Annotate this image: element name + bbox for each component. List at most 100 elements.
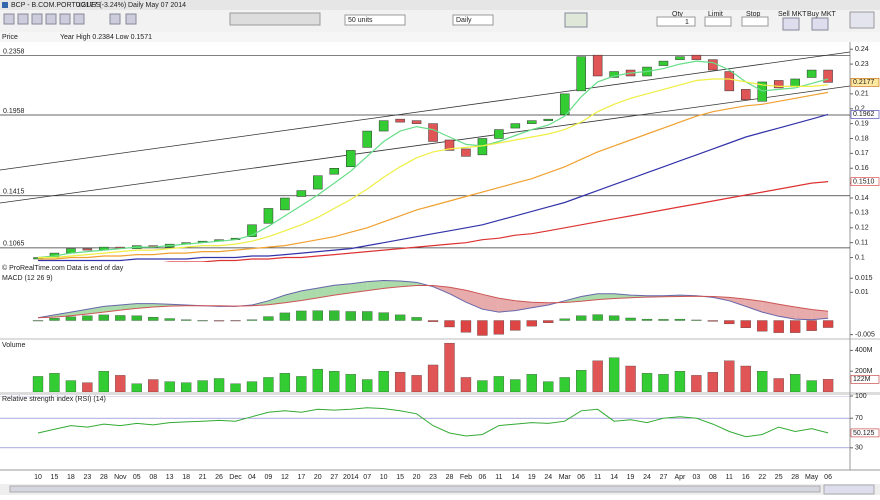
histogram-bar bbox=[543, 320, 554, 323]
volume-bar bbox=[131, 383, 142, 392]
period-select[interactable] bbox=[452, 14, 494, 26]
histogram-bar bbox=[131, 315, 142, 321]
candle bbox=[724, 71, 735, 92]
candle bbox=[395, 118, 405, 123]
value-tag-label: 0.1962 bbox=[853, 111, 875, 118]
y-tick-label: 0.19 bbox=[855, 120, 869, 127]
buy-label: Buy MKT bbox=[807, 11, 837, 18]
x-tick-label: 14 bbox=[511, 474, 519, 481]
candle bbox=[741, 89, 751, 101]
histogram-bar bbox=[65, 316, 77, 321]
volume-bar bbox=[806, 380, 817, 392]
cross-fill bbox=[597, 293, 615, 300]
x-tick-label: 15 bbox=[51, 474, 59, 481]
chart-icon[interactable] bbox=[564, 12, 588, 28]
x-tick-label: 03 bbox=[693, 474, 701, 481]
window-buttons[interactable] bbox=[849, 11, 875, 29]
cross-fill bbox=[795, 306, 812, 320]
x-tick-label: 05 bbox=[133, 474, 141, 481]
candle bbox=[757, 81, 767, 102]
cross-fill bbox=[498, 298, 516, 313]
value-tag bbox=[850, 375, 880, 384]
histogram-bar bbox=[625, 317, 636, 321]
y-tick-label: 0.17 bbox=[855, 150, 869, 157]
stop-label: Stop bbox=[746, 11, 761, 18]
panel-subtitle: Year High 0.2384 Low 0.1571 bbox=[60, 34, 152, 41]
histogram-bar bbox=[213, 320, 225, 322]
buy-button[interactable] bbox=[811, 17, 829, 31]
y-tick-label: 0.1 bbox=[855, 254, 865, 261]
histogram-bar bbox=[49, 318, 60, 321]
toolbar-icons[interactable] bbox=[3, 12, 321, 26]
y-tick-label: 100 bbox=[855, 393, 867, 400]
y-tick-label: 0.14 bbox=[855, 195, 869, 202]
volume-bar bbox=[543, 381, 554, 392]
x-tick-label: 14 bbox=[610, 474, 618, 481]
cross-fill bbox=[383, 280, 401, 289]
stop-input[interactable] bbox=[741, 16, 769, 27]
y-tick-label: 0.13 bbox=[855, 210, 869, 217]
x-tick-label: 27 bbox=[660, 474, 668, 481]
volume-bar bbox=[49, 373, 60, 392]
histogram-bar bbox=[740, 320, 751, 328]
panel bbox=[32, 342, 834, 392]
x-tick-label: 07 bbox=[363, 474, 371, 481]
candle bbox=[527, 120, 537, 124]
volume-bar bbox=[411, 375, 422, 392]
candle bbox=[296, 190, 307, 197]
candle bbox=[708, 59, 718, 71]
limit-input[interactable] bbox=[704, 16, 732, 27]
volume-bar bbox=[394, 372, 406, 392]
level-label: 0.2358 bbox=[3, 48, 25, 55]
line bbox=[37, 60, 829, 259]
panel-title: Relative strength index (RSI) (14) bbox=[2, 396, 106, 403]
histogram-bar bbox=[427, 320, 439, 322]
x-tick-label: Mar bbox=[559, 474, 572, 481]
volume-bar bbox=[180, 382, 192, 392]
histogram-bar bbox=[362, 311, 373, 321]
value-tag bbox=[850, 78, 880, 87]
sell-button[interactable] bbox=[782, 17, 800, 31]
histogram-bar bbox=[510, 320, 521, 331]
candle bbox=[313, 175, 323, 190]
x-tick-label: 06 bbox=[479, 474, 487, 481]
volume-bar bbox=[724, 360, 735, 392]
candle bbox=[609, 71, 619, 78]
value-tag bbox=[850, 428, 880, 438]
header-info: Daily May 07 2014 bbox=[128, 2, 186, 9]
x-tick-label: 11 bbox=[495, 474, 502, 481]
volume-bar bbox=[773, 378, 784, 392]
histogram-bar bbox=[757, 320, 768, 332]
cross-fill bbox=[284, 290, 302, 303]
volume-bar bbox=[279, 373, 291, 392]
volume-bar bbox=[757, 371, 768, 392]
level-label: 0.1958 bbox=[3, 108, 25, 115]
volume-bar bbox=[82, 382, 93, 392]
volume-bar bbox=[197, 380, 208, 392]
x-tick-label: 24 bbox=[544, 474, 552, 481]
x-tick-label: May bbox=[805, 474, 819, 481]
units-select[interactable] bbox=[344, 14, 406, 26]
histogram-bar bbox=[98, 314, 109, 321]
panel bbox=[0, 54, 850, 262]
qty-input[interactable] bbox=[656, 16, 696, 27]
volume-bar bbox=[98, 371, 109, 392]
histogram-bar bbox=[345, 311, 356, 321]
x-tick-label: Feb bbox=[460, 474, 472, 481]
y-tick-label: 0.24 bbox=[855, 46, 869, 53]
symbol: BCP - B.COM.PORTUGUES bbox=[11, 2, 101, 9]
histogram-bar bbox=[806, 320, 817, 331]
qty-value: 1 bbox=[685, 19, 689, 26]
y-tick-label: 0.23 bbox=[855, 61, 869, 68]
x-tick-label: 18 bbox=[67, 474, 75, 481]
value-tag-label: 0.1510 bbox=[853, 178, 875, 185]
volume-bar bbox=[148, 379, 159, 392]
x-tick-label: 18 bbox=[182, 474, 190, 481]
x-tick-label: 04 bbox=[248, 474, 256, 481]
volume-bar bbox=[65, 380, 77, 392]
x-tick-label: 09 bbox=[265, 474, 273, 481]
histogram-bar bbox=[790, 320, 801, 333]
x-tick-label: Apr bbox=[674, 474, 686, 481]
cross-fill bbox=[811, 309, 829, 320]
